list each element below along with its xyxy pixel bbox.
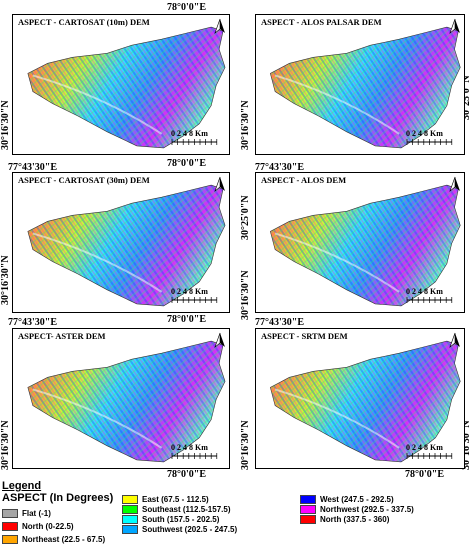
- legend-swatch: [2, 509, 18, 518]
- legend-swatch: [300, 505, 316, 514]
- latitude-label-mid-2: 30°25'0"N: [240, 195, 251, 240]
- legend-label: West (247.5 - 292.5): [320, 495, 394, 504]
- legend-title: Legend: [2, 480, 42, 492]
- legend-label: Southeast (112.5-157.5): [142, 505, 231, 514]
- aspect-raster: [27, 340, 226, 463]
- aspect-raster: [269, 340, 461, 463]
- aspect-map-panel: ASPECT - ALOS DEM 0 2 4 8 Km: [255, 172, 465, 313]
- legend-label: East (67.5 - 112.5): [142, 495, 209, 504]
- panel-title: ASPECT - CARTOSAT (30m) DEM: [16, 175, 152, 185]
- north-arrow-icon: [449, 176, 460, 192]
- scale-bar-labels: 0 2 4 8 Km: [406, 287, 443, 296]
- legend-swatch: [122, 505, 138, 514]
- aspect-raster: [269, 184, 461, 307]
- legend-label: Southwest (202.5 - 247.5): [142, 525, 238, 534]
- latitude-label-mid-3: 30°16'30"N: [240, 270, 251, 320]
- scale-bar: [171, 297, 218, 303]
- scale-bar-labels: 0 2 4 8 Km: [171, 443, 208, 452]
- scale-bar: [406, 297, 453, 303]
- longitude-label-left-1: 77°43'30"E: [8, 162, 57, 173]
- north-arrow-icon: [214, 332, 225, 348]
- legend-item: Southeast (112.5-157.5): [122, 505, 230, 515]
- aspect-raster: [269, 26, 461, 149]
- scale-bar: [171, 453, 218, 459]
- longitude-label-left-3: 77°43'30"E: [8, 317, 57, 328]
- legend-swatch: [2, 522, 18, 531]
- panel-title: ASPECT - SRTM DEM: [259, 331, 350, 341]
- aspect-map-panel: ASPECT - SRTM DEM 0 2 4 8 Km: [255, 328, 465, 469]
- longitude-label-bottom-1: 78°0'0"E: [167, 469, 206, 480]
- scale-bar: [406, 453, 453, 459]
- scale-bar: [171, 139, 218, 145]
- longitude-label-top: 78°0'0"E: [167, 2, 206, 13]
- legend: Legend ASPECT (In Degrees) Flat (-1) Nort…: [0, 480, 474, 544]
- legend-subtitle: ASPECT (In Degrees): [2, 492, 114, 504]
- longitude-label-mid-1: 78°0'0"E: [167, 158, 206, 169]
- latitude-label-left-2: 30°16'30"N: [0, 255, 11, 305]
- scale-bar-labels: 0 2 4 8 Km: [171, 129, 208, 138]
- legend-item: West (247.5 - 292.5): [300, 495, 394, 505]
- legend-item: Southwest (202.5 - 247.5): [122, 525, 237, 535]
- longitude-label-left-4: 77°43'30"E: [255, 317, 304, 328]
- latitude-label-left-3: 30°16'30"N: [0, 420, 11, 470]
- aspect-raster: [27, 26, 226, 149]
- legend-swatch: [122, 495, 138, 504]
- panel-title: ASPECT - CARTOSAT (10m) DEM: [16, 17, 152, 27]
- aspect-raster: [27, 184, 226, 307]
- legend-item: Northwest (292.5 - 337.5): [300, 505, 414, 515]
- legend-swatch: [122, 515, 138, 524]
- aspect-map-panel: ASPECT - CARTOSAT (30m) DEM 0 2 4 8 Km: [12, 172, 230, 313]
- north-arrow-icon: [449, 332, 460, 348]
- legend-swatch: [300, 495, 316, 504]
- latitude-label-mid-1: 30°16'30"N: [240, 100, 251, 150]
- legend-label: Flat (-1): [22, 509, 51, 518]
- scale-bar-labels: 0 2 4 8 Km: [406, 129, 443, 138]
- latitude-label-mid-4: 30°16'30"N: [240, 420, 251, 470]
- aspect-map-panel: ASPECT - CARTOSAT (10m) DEM 0 2 4 8 Km: [12, 14, 230, 155]
- legend-swatch: [300, 515, 316, 524]
- legend-item: Flat (-1): [2, 509, 51, 519]
- legend-item: South (157.5 - 202.5): [122, 515, 219, 525]
- legend-label: North (0-22.5): [22, 522, 74, 531]
- panel-title: ASPECT- ASTER DEM: [16, 331, 108, 341]
- legend-item: North (337.5 - 360): [300, 515, 389, 525]
- panel-title: ASPECT - ALOS PALSAR DEM: [259, 17, 384, 27]
- legend-swatch: [122, 525, 138, 534]
- latitude-label-left-1: 30°16'30"N: [0, 100, 11, 150]
- scale-bar: [406, 139, 453, 145]
- scale-bar-labels: 0 2 4 8 Km: [406, 443, 443, 452]
- legend-label: Northwest (292.5 - 337.5): [320, 505, 414, 514]
- legend-label: North (337.5 - 360): [320, 515, 390, 524]
- longitude-label-bottom-2: 78°0'0"E: [405, 469, 444, 480]
- scale-bar-labels: 0 2 4 8 Km: [171, 287, 208, 296]
- north-arrow-icon: [214, 18, 225, 34]
- legend-item: North (0-22.5): [2, 522, 74, 532]
- longitude-label-left-2: 77°43'30"E: [255, 162, 304, 173]
- aspect-map-panel: ASPECT - ALOS PALSAR DEM 0 2 4 8 Km: [255, 14, 465, 155]
- panel-title: ASPECT - ALOS DEM: [259, 175, 349, 185]
- aspect-map-panel: ASPECT- ASTER DEM 0 2 4 8 Km: [12, 328, 230, 469]
- legend-item: Northeast (22.5 - 67.5): [2, 535, 105, 545]
- legend-item: East (67.5 - 112.5): [122, 495, 209, 505]
- longitude-label-mid-2: 78°0'0"E: [167, 314, 206, 325]
- north-arrow-icon: [449, 18, 460, 34]
- legend-label: South (157.5 - 202.5): [142, 515, 220, 524]
- north-arrow-icon: [214, 176, 225, 192]
